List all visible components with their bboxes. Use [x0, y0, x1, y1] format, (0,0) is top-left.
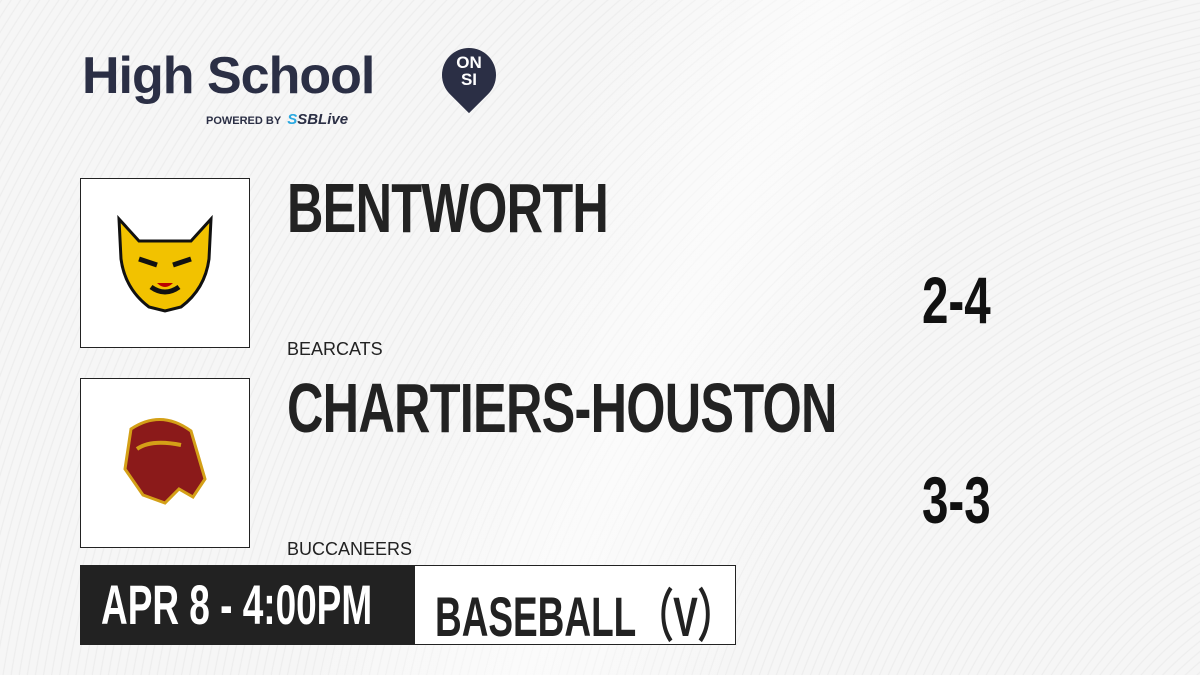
game-datetime: APR 8 - 4:00PM	[101, 573, 373, 636]
bentworth-logo-box	[80, 178, 250, 348]
game-datetime-box: APR 8 - 4:00PM	[80, 565, 415, 645]
on-si-badge: ON SI	[456, 53, 482, 89]
buccaneer-logo-icon	[123, 418, 207, 505]
powered-by: POWERED BY SSBLive	[206, 111, 349, 128]
away-team-name: CHARTIERS-HOUSTON	[287, 369, 837, 447]
sport-label: BASEBALL（V）	[435, 585, 735, 648]
bearcat-logo-icon	[117, 214, 213, 313]
brand-title: High School	[82, 47, 375, 105]
home-team-mascot: BEARCATS	[287, 339, 383, 359]
away-team-record: 3-3	[922, 463, 991, 537]
away-team-mascot: BUCCANEERS	[287, 539, 413, 559]
high-school-on-si-logo: High School ON SI POWERED BY SSBLive	[82, 36, 508, 128]
chartiers-houston-logo-box	[80, 378, 250, 548]
sport-box: BASEBALL（V）	[414, 565, 736, 648]
home-team-record: 2-4	[922, 263, 991, 337]
home-team-name: BENTWORTH	[287, 169, 609, 247]
sblive-logo: SSBLive	[287, 111, 349, 128]
